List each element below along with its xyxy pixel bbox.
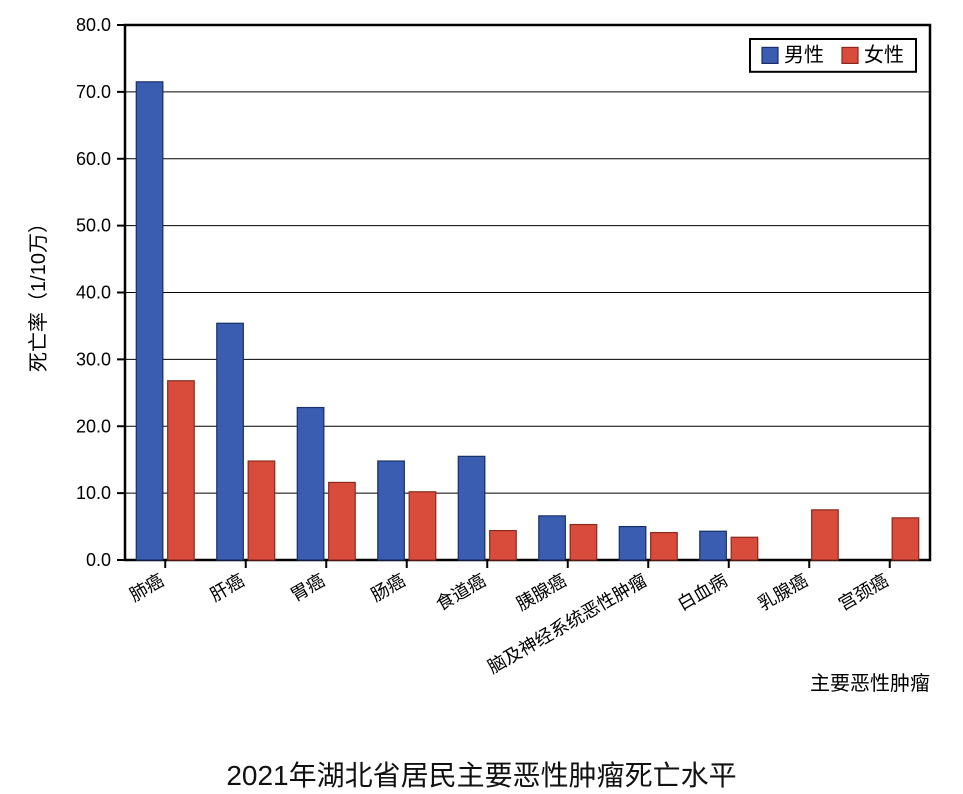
y-axis-title: 死亡率（1/10万） xyxy=(27,213,50,372)
ytick-label: 30.0 xyxy=(76,349,111,369)
x-category-label: 白血病 xyxy=(674,570,731,614)
chart-title: 2021年湖北省居民主要恶性肿瘤死亡水平 xyxy=(0,754,963,794)
bar-男性 xyxy=(297,408,324,560)
bar-男性 xyxy=(539,516,566,560)
legend-swatch xyxy=(762,47,778,63)
bar-女性 xyxy=(168,381,195,560)
bar-女性 xyxy=(651,533,678,560)
x-category-label: 胃癌 xyxy=(287,570,328,605)
bar-女性 xyxy=(570,525,597,560)
legend-label: 女性 xyxy=(864,43,904,66)
bar-女性 xyxy=(490,531,517,560)
x-category-label: 乳腺癌 xyxy=(754,570,811,614)
x-axis-title: 主要恶性肿瘤 xyxy=(810,672,930,695)
bar-男性 xyxy=(700,531,727,560)
ytick-label: 70.0 xyxy=(76,82,111,102)
chart-container: 0.0 10.0 20.0 30.0 40.0 50.0 60.0 70.0 80.0 肺癌 肝癌 胃… xyxy=(15,10,945,730)
bar-男性 xyxy=(217,323,244,560)
bar-女性 xyxy=(812,510,839,560)
bar-女性 xyxy=(329,482,356,560)
ytick-label: 50.0 xyxy=(76,216,111,236)
bar-女性 xyxy=(731,537,758,560)
bar-女性 xyxy=(248,461,275,560)
ytick-label: 40.0 xyxy=(76,283,111,303)
x-category-label: 食道癌 xyxy=(432,570,489,614)
page-root: 0.0 10.0 20.0 30.0 40.0 50.0 60.0 70.0 80.0 肺癌 肝癌 胃… xyxy=(0,0,963,794)
legend-label: 男性 xyxy=(784,43,824,66)
ytick-label: 20.0 xyxy=(76,416,111,436)
bar-男性 xyxy=(136,82,163,560)
ytick-label: 10.0 xyxy=(76,483,111,503)
x-category-label: 肝癌 xyxy=(207,570,248,605)
ytick-label: 0.0 xyxy=(86,550,111,570)
bar-男性 xyxy=(619,527,646,560)
x-category-label: 胰腺癌 xyxy=(513,570,570,614)
ytick-label: 80.0 xyxy=(76,15,111,35)
chart-svg: 0.0 10.0 20.0 30.0 40.0 50.0 60.0 70.0 80.0 肺癌 肝癌 胃… xyxy=(15,10,945,730)
bar-女性 xyxy=(409,492,436,560)
ytick-label: 60.0 xyxy=(76,149,111,169)
x-category-label: 肺癌 xyxy=(126,570,167,605)
bar-女性 xyxy=(892,518,919,560)
bar-男性 xyxy=(378,461,405,560)
x-category-label: 肠癌 xyxy=(368,570,409,605)
bar-男性 xyxy=(458,456,485,560)
x-category-label: 宫颈癌 xyxy=(835,570,892,614)
legend-swatch xyxy=(842,47,858,63)
